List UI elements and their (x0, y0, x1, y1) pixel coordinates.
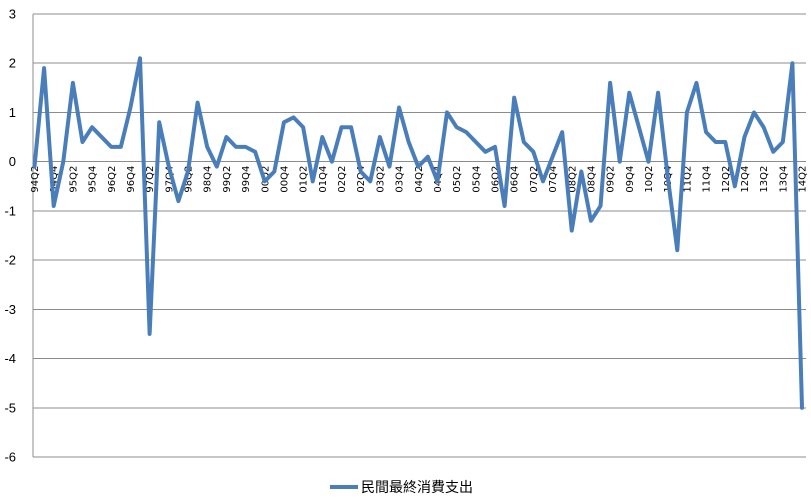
x-tick-label: 06Q4 (510, 166, 521, 193)
x-tick-label: 08Q2 (567, 166, 578, 193)
x-tick-label: 94Q4 (49, 166, 60, 193)
x-tick-label: 13Q2 (759, 166, 770, 193)
x-tick-label: 96Q2 (107, 166, 118, 193)
x-tick-label: 02Q4 (356, 166, 367, 193)
x-tick-label: 07Q4 (548, 166, 559, 193)
x-tick-label: 02Q2 (337, 166, 348, 193)
y-tick-label: -2 (4, 253, 16, 268)
x-tick-label: 05Q4 (471, 166, 482, 193)
x-tick-labels: 94Q2 94Q4 95Q2 95Q4 96Q2 96Q4 97Q2 97Q4 98Q2 98Q4… (30, 166, 809, 193)
gridlines (33, 13, 806, 458)
x-tick-label: 11Q4 (702, 166, 713, 193)
x-tick-label: 14Q2 (798, 166, 809, 193)
series-lines (32, 56, 804, 410)
y-tick-labels: 3 2 1 0 -1 -2 -3 -4 -5 -6 (4, 7, 16, 465)
x-tick-label: 00Q4 (279, 166, 290, 193)
y-tick-label: -4 (4, 351, 16, 366)
x-tick-label: 97Q2 (145, 166, 156, 193)
x-tick-label: 95Q4 (88, 166, 99, 193)
x-tick-label: 98Q4 (203, 166, 214, 193)
x-tick-label: 98Q2 (184, 166, 195, 193)
axes (32, 14, 806, 457)
x-tick-label: 05Q2 (452, 166, 463, 193)
y-tick-label: 0 (9, 154, 16, 169)
x-tick-label: 03Q4 (395, 166, 406, 193)
y-tick-label: -3 (4, 302, 16, 317)
series-line (32, 56, 804, 410)
y-tick-label: -6 (4, 450, 16, 465)
x-tick-label: 04Q2 (414, 166, 425, 193)
x-tick-label: 94Q2 (30, 166, 41, 193)
legend: 民間最終消費支出 (330, 480, 473, 496)
x-tick-label: 11Q2 (682, 166, 693, 193)
x-tick-label: 12Q4 (740, 166, 751, 193)
x-tick-label: 95Q2 (68, 166, 79, 193)
x-tick-label: 07Q2 (529, 166, 540, 193)
legend-label: 民間最終消費支出 (361, 480, 473, 496)
x-tick-label: 01Q2 (299, 166, 310, 193)
x-tick-label: 12Q2 (721, 166, 732, 193)
y-tick-label: -5 (4, 400, 16, 415)
x-tick-label: 01Q4 (318, 166, 329, 193)
x-tick-label: 13Q4 (778, 166, 789, 193)
y-tick-label: -1 (4, 203, 16, 218)
x-tick-label: 97Q4 (164, 166, 175, 193)
x-tick-label: 99Q4 (241, 166, 252, 193)
x-tick-label: 03Q2 (375, 166, 386, 193)
x-tick-label: 96Q4 (126, 166, 137, 193)
x-tick-label: 08Q4 (586, 166, 597, 193)
y-tick-label: 2 (9, 56, 16, 71)
y-tick-label: 3 (9, 7, 16, 22)
x-tick-label: 09Q2 (606, 166, 617, 193)
x-tick-label: 06Q2 (491, 166, 502, 193)
x-tick-label: 99Q2 (222, 166, 233, 193)
x-tick-label: 10Q2 (644, 166, 655, 193)
y-tick-label: 1 (9, 105, 16, 120)
x-tick-label: 09Q4 (625, 166, 636, 193)
